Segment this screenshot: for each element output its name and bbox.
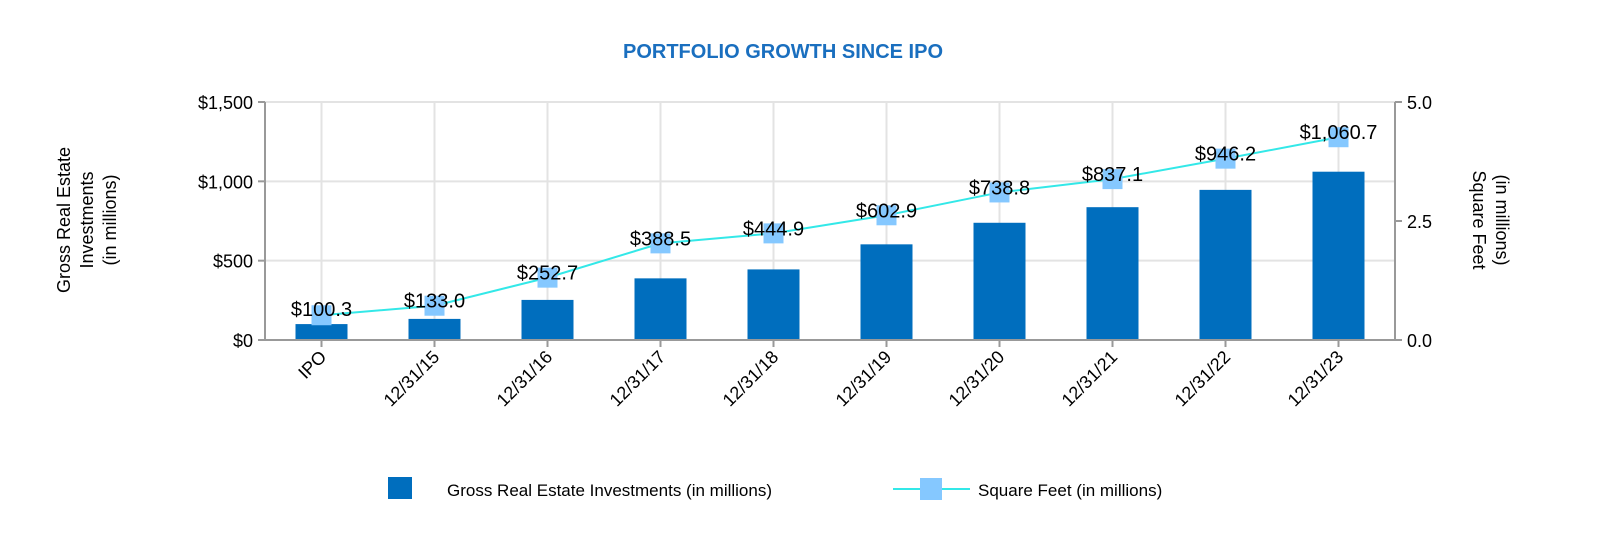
bar-data-label: $388.5	[630, 228, 691, 250]
bar-series	[295, 171, 1365, 340]
line-marker	[1215, 148, 1236, 169]
y-left-tick-label: $500	[213, 252, 253, 272]
x-tick-label: 12/31/23	[1284, 347, 1348, 411]
bar	[1199, 189, 1252, 340]
y-right-title-line: (in millions)	[1492, 174, 1512, 265]
data-labels: $100.3 $133.0 $252.7 $388.5 $444.9 $602.9 $738…	[291, 122, 1378, 321]
bar	[973, 222, 1026, 340]
line-marker	[650, 233, 671, 254]
line-marker	[1102, 169, 1123, 190]
legend-bar-label: Gross Real Estate Investments (in millio…	[447, 481, 772, 500]
bar-data-label: $100.3	[291, 299, 352, 321]
bar	[747, 269, 800, 340]
bar-data-label: $837.1	[1082, 164, 1143, 186]
bar-data-label: $1,060.7	[1300, 122, 1378, 144]
x-tick-label: 12/31/17	[606, 347, 670, 411]
bar	[860, 244, 913, 340]
line-marker	[537, 267, 558, 288]
bar	[1312, 171, 1365, 340]
bar-data-label: $946.2	[1195, 144, 1256, 166]
x-tick-label: 12/31/19	[832, 347, 896, 411]
y-left-title-line: (in millions)	[100, 174, 120, 265]
bar	[295, 324, 348, 340]
x-tick-label: 12/31/21	[1058, 347, 1122, 411]
line-marker	[311, 305, 332, 326]
y-right-tick-label: 2.5	[1407, 212, 1432, 232]
line-marker	[424, 295, 445, 316]
bar	[634, 278, 687, 340]
bar	[408, 318, 461, 340]
bar	[1086, 207, 1139, 340]
bar-data-label: $602.9	[856, 200, 917, 222]
y-axis-right-title: Square Feet (in millions)	[1469, 170, 1512, 269]
line-marker	[989, 182, 1010, 203]
y-left-title-line: Investments	[77, 171, 97, 268]
bar-data-label: $738.8	[969, 177, 1030, 199]
x-tick-label: IPO	[294, 347, 330, 383]
line-marker	[876, 205, 897, 226]
chart-title: PORTFOLIO GROWTH SINCE IPO	[623, 41, 943, 63]
bar	[521, 299, 574, 340]
line-series	[311, 127, 1349, 326]
bar-data-label: $252.7	[517, 263, 578, 285]
x-tick-label: 12/31/16	[493, 347, 557, 411]
y-left-title-line: Gross Real Estate	[54, 147, 74, 293]
line-marker	[1328, 127, 1349, 148]
line-path	[321, 136, 1339, 317]
y-right-tick-label: 0.0	[1407, 331, 1432, 351]
bar-data-label: $133.0	[404, 291, 465, 313]
legend: Gross Real Estate Investments (in millio…	[388, 477, 1162, 500]
x-tick-label: 12/31/15	[380, 347, 444, 411]
y-left-tick-label: $0	[233, 331, 253, 351]
legend-line-marker	[920, 478, 942, 500]
legend-bar-swatch	[388, 477, 412, 499]
line-marker	[763, 223, 784, 244]
y-right-tick-label: 5.0	[1407, 93, 1432, 113]
y-axis-left-title: Gross Real Estate Investments (in millions…	[54, 147, 120, 293]
y-left-tick-label: $1,500	[198, 93, 253, 113]
legend-line-label: Square Feet (in millions)	[978, 481, 1162, 500]
x-tick-label: 12/31/20	[945, 347, 1009, 411]
x-tick-label: 12/31/18	[719, 347, 783, 411]
x-tick-label: 12/31/22	[1171, 347, 1235, 411]
y-right-title-line: Square Feet	[1469, 170, 1489, 269]
bar-data-label: $444.9	[743, 218, 804, 240]
y-left-tick-label: $1,000	[198, 172, 253, 192]
